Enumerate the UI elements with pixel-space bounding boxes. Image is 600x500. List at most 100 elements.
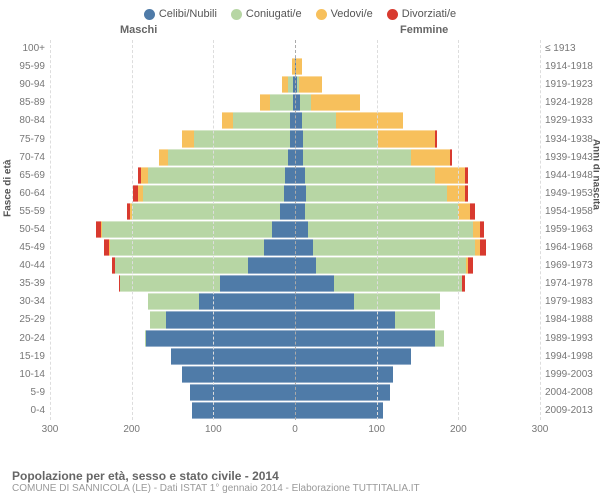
segment-s xyxy=(248,257,295,274)
segment-s xyxy=(295,149,303,166)
segment-s xyxy=(272,221,295,238)
birth-year-label: 1999-2003 xyxy=(545,369,600,380)
legend-item: Divorziati/e xyxy=(387,8,456,20)
column-headers: Maschi Femmine xyxy=(0,24,600,40)
female-bar xyxy=(295,348,540,365)
segment-d xyxy=(462,275,465,292)
birth-year-label: 1984-1988 xyxy=(545,314,600,325)
age-label: 15-19 xyxy=(0,351,45,362)
segment-d xyxy=(470,203,475,220)
segment-w xyxy=(182,130,193,147)
female-bar xyxy=(295,203,540,220)
birth-year-label: 1934-1938 xyxy=(545,134,600,145)
segment-w xyxy=(458,203,469,220)
segment-s xyxy=(295,221,308,238)
segment-s xyxy=(295,239,313,256)
segment-m xyxy=(435,330,443,347)
segment-w xyxy=(336,112,403,129)
birth-year-label: 1959-1963 xyxy=(545,224,600,235)
male-bar xyxy=(50,221,295,238)
segment-s xyxy=(295,130,303,147)
chart-footer: Popolazione per età, sesso e stato civil… xyxy=(12,469,588,494)
segment-d xyxy=(465,185,468,202)
segment-d xyxy=(468,257,473,274)
female-bar xyxy=(295,112,540,129)
birth-year-label: 1929-1933 xyxy=(545,115,600,126)
male-bar xyxy=(50,257,295,274)
segment-m xyxy=(313,239,475,256)
segment-w xyxy=(378,130,435,147)
segment-s xyxy=(166,311,295,328)
age-label: 25-29 xyxy=(0,314,45,325)
segment-s xyxy=(192,402,295,419)
segment-m xyxy=(395,311,436,328)
segment-s xyxy=(182,366,295,383)
segment-w xyxy=(222,112,233,129)
birth-year-label: 1979-1983 xyxy=(545,296,600,307)
segment-m xyxy=(302,112,336,129)
legend-swatch xyxy=(387,9,398,20)
age-label: 95-99 xyxy=(0,61,45,72)
birth-year-label: 1969-1973 xyxy=(545,260,600,271)
segment-s xyxy=(264,239,295,256)
legend: Celibi/NubiliConiugati/eVedovi/eDivorzia… xyxy=(0,0,600,24)
segment-w xyxy=(260,94,270,111)
legend-label: Coniugati/e xyxy=(246,8,302,20)
segment-d xyxy=(435,130,437,147)
female-bar xyxy=(295,311,540,328)
segment-m xyxy=(270,94,293,111)
age-label: 80-84 xyxy=(0,115,45,126)
population-pyramid-chart: Celibi/NubiliConiugati/eVedovi/eDivorzia… xyxy=(0,0,600,500)
grid-line xyxy=(458,40,459,420)
segment-s xyxy=(295,167,305,184)
male-bar xyxy=(50,348,295,365)
header-male: Maschi xyxy=(120,24,157,36)
male-bar xyxy=(50,366,295,383)
male-bar xyxy=(50,76,295,93)
segment-m xyxy=(305,167,436,184)
grid-line xyxy=(132,40,133,420)
segment-s xyxy=(295,311,395,328)
x-tick-label: 0 xyxy=(292,424,298,435)
x-tick-label: 100 xyxy=(205,424,222,435)
grid-line xyxy=(540,40,541,420)
male-bar xyxy=(50,40,295,57)
legend-swatch xyxy=(144,9,155,20)
birth-year-label: 1939-1943 xyxy=(545,152,600,163)
segment-s xyxy=(295,384,390,401)
female-bar xyxy=(295,149,540,166)
age-label: 70-74 xyxy=(0,152,45,163)
age-label: 40-44 xyxy=(0,260,45,271)
segment-m xyxy=(233,112,290,129)
segment-s xyxy=(295,348,411,365)
x-tick-label: 300 xyxy=(532,424,549,435)
segment-s xyxy=(284,185,295,202)
segment-w xyxy=(159,149,167,166)
female-bar xyxy=(295,384,540,401)
birth-year-label: 2009-2013 xyxy=(545,405,600,416)
segment-m xyxy=(308,221,473,238)
legend-swatch xyxy=(231,9,242,20)
header-female: Femmine xyxy=(400,24,448,36)
plot-area: Fasce di età Anni di nascita 30020010001… xyxy=(50,40,540,440)
male-bar xyxy=(50,330,295,347)
grid-line xyxy=(213,40,214,420)
birth-year-label: 1944-1948 xyxy=(545,170,600,181)
segment-m xyxy=(120,275,220,292)
age-label: 55-59 xyxy=(0,206,45,217)
male-bar xyxy=(50,94,295,111)
male-bar xyxy=(50,112,295,129)
female-bar xyxy=(295,257,540,274)
female-bar xyxy=(295,330,540,347)
birth-year-label: 1924-1928 xyxy=(545,97,600,108)
age-label: 90-94 xyxy=(0,79,45,90)
birth-year-label: 1949-1953 xyxy=(545,188,600,199)
legend-item: Coniugati/e xyxy=(231,8,302,20)
x-tick-label: 100 xyxy=(368,424,385,435)
age-label: 30-34 xyxy=(0,296,45,307)
segment-s xyxy=(295,203,305,220)
segment-m xyxy=(168,149,289,166)
legend-label: Vedovi/e xyxy=(331,8,373,20)
segment-m xyxy=(194,130,290,147)
segment-w xyxy=(435,167,464,184)
